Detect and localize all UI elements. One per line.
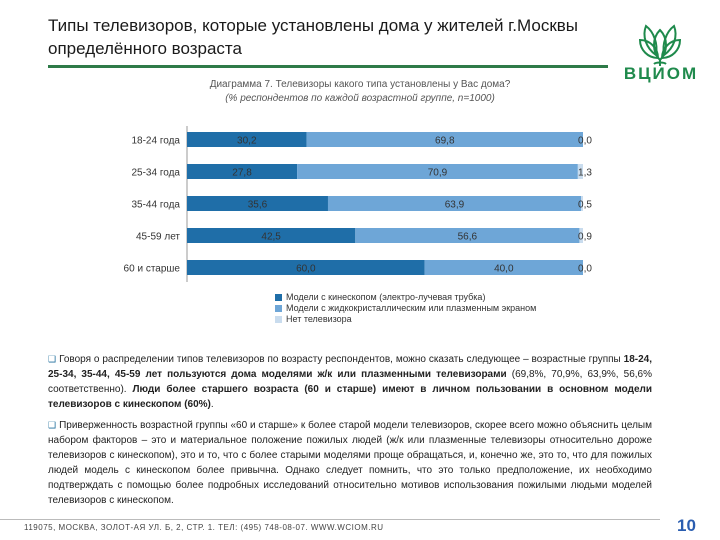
data-label: 70,9 — [428, 168, 448, 179]
category-label: 25-34 года — [131, 168, 180, 179]
bar-segment — [581, 196, 583, 211]
bar-segment — [187, 132, 307, 147]
paragraph-age-distribution: ❑ Говоря о распределении типов телевизоро… — [48, 352, 652, 412]
data-label: 42,5 — [261, 232, 281, 243]
legend-item: Модели с жидкокристаллическим или плазме… — [275, 303, 536, 314]
bar-segment — [187, 196, 328, 211]
data-label: 1,3 — [578, 168, 592, 179]
category-label: 35-44 года — [131, 200, 180, 211]
chart-caption: Диаграмма 7. Телевизоры какого типа уста… — [150, 78, 570, 106]
page-number: 10 — [677, 516, 696, 535]
bullet-icon: ❑ — [48, 420, 57, 430]
legend-label: Нет телевизора — [286, 314, 352, 324]
data-label: 60,0 — [296, 264, 316, 275]
data-label: 0,0 — [578, 264, 592, 275]
legend-swatch-none — [275, 316, 282, 323]
category-label: 18-24 года — [131, 136, 180, 147]
data-label: 27,8 — [232, 168, 252, 179]
data-label: 63,9 — [445, 200, 465, 211]
legend-label: Модели с жидкокристаллическим или плазме… — [286, 303, 537, 313]
vciom-logo — [638, 24, 682, 66]
bar-segment — [187, 164, 298, 179]
legend-label: Модели с кинескопом (электро-лучевая тру… — [286, 292, 486, 302]
bar-segment — [306, 132, 583, 147]
category-label: 45-59 лет — [136, 232, 180, 243]
data-label: 69,8 — [435, 136, 455, 147]
bullet-icon: ❑ — [48, 354, 57, 364]
para1-percents: (69,8%, 70,9%, 63,9%, 56,6% соответствен… — [48, 369, 653, 395]
legend-swatch-lcd — [275, 305, 282, 312]
data-label: 56,6 — [458, 232, 478, 243]
footer-address: 119075, МОСКВА, ЗОЛОТ-АЯ УЛ. Б, 2, СТР. … — [24, 523, 384, 532]
bar-segment — [355, 228, 580, 243]
data-label: 30,2 — [237, 136, 257, 147]
bar-segment — [187, 228, 356, 243]
para1-lead: Говоря о распределении типов телевизоров… — [59, 354, 624, 365]
data-label: 0,9 — [578, 232, 592, 243]
data-label: 40,0 — [494, 264, 514, 275]
data-label: 0,0 — [578, 136, 592, 147]
chart-legend: Модели с кинескопом (электро-лучевая тру… — [275, 292, 536, 325]
para1-end: . — [210, 399, 214, 410]
data-label: 0,5 — [578, 200, 592, 211]
paragraph-explanation: ❑ Приверженность возрастной группы «60 и … — [48, 418, 652, 508]
data-label: 35,6 — [248, 200, 268, 211]
logo-text: ВЦИОМ — [623, 64, 699, 83]
bar-segment — [579, 228, 583, 243]
chart-title: Телевизоры какого типа установлены у Вас… — [275, 79, 511, 90]
para2-text: Приверженность возрастной группы «60 и с… — [48, 420, 652, 506]
chart-subtitle: (% респондентов по каждой возрастной гру… — [225, 93, 495, 104]
title-divider — [48, 65, 608, 68]
para1-elder: Люди более старшего возраста (60 и старш… — [48, 384, 653, 410]
slide-title: Типы телевизоров, которые установлены до… — [48, 16, 579, 58]
bar-segment — [577, 164, 583, 179]
stacked-bar-chart: 18-24 года 30,2 69,8 0,0 25-34 года 27,8 70,9 1… — [124, 126, 592, 282]
bar-segment — [327, 196, 582, 211]
bar-segment — [424, 260, 583, 275]
footer-divider — [0, 519, 660, 520]
bar-segment — [187, 260, 425, 275]
para1-groups: 18-24, 25-34, 35-44, 45-59 лет пользуютс… — [48, 354, 652, 380]
bar-segment — [297, 164, 578, 179]
legend-item: Модели с кинескопом (электро-лучевая тру… — [275, 292, 536, 303]
caption-prefix: Диаграмма 7. — [209, 79, 273, 90]
category-label: 60 и старше — [124, 264, 181, 275]
legend-swatch-crt — [275, 294, 282, 301]
legend-item: Нет телевизора — [275, 314, 536, 325]
